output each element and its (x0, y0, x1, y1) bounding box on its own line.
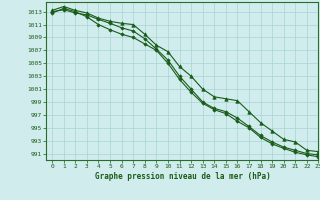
X-axis label: Graphe pression niveau de la mer (hPa): Graphe pression niveau de la mer (hPa) (94, 172, 270, 181)
